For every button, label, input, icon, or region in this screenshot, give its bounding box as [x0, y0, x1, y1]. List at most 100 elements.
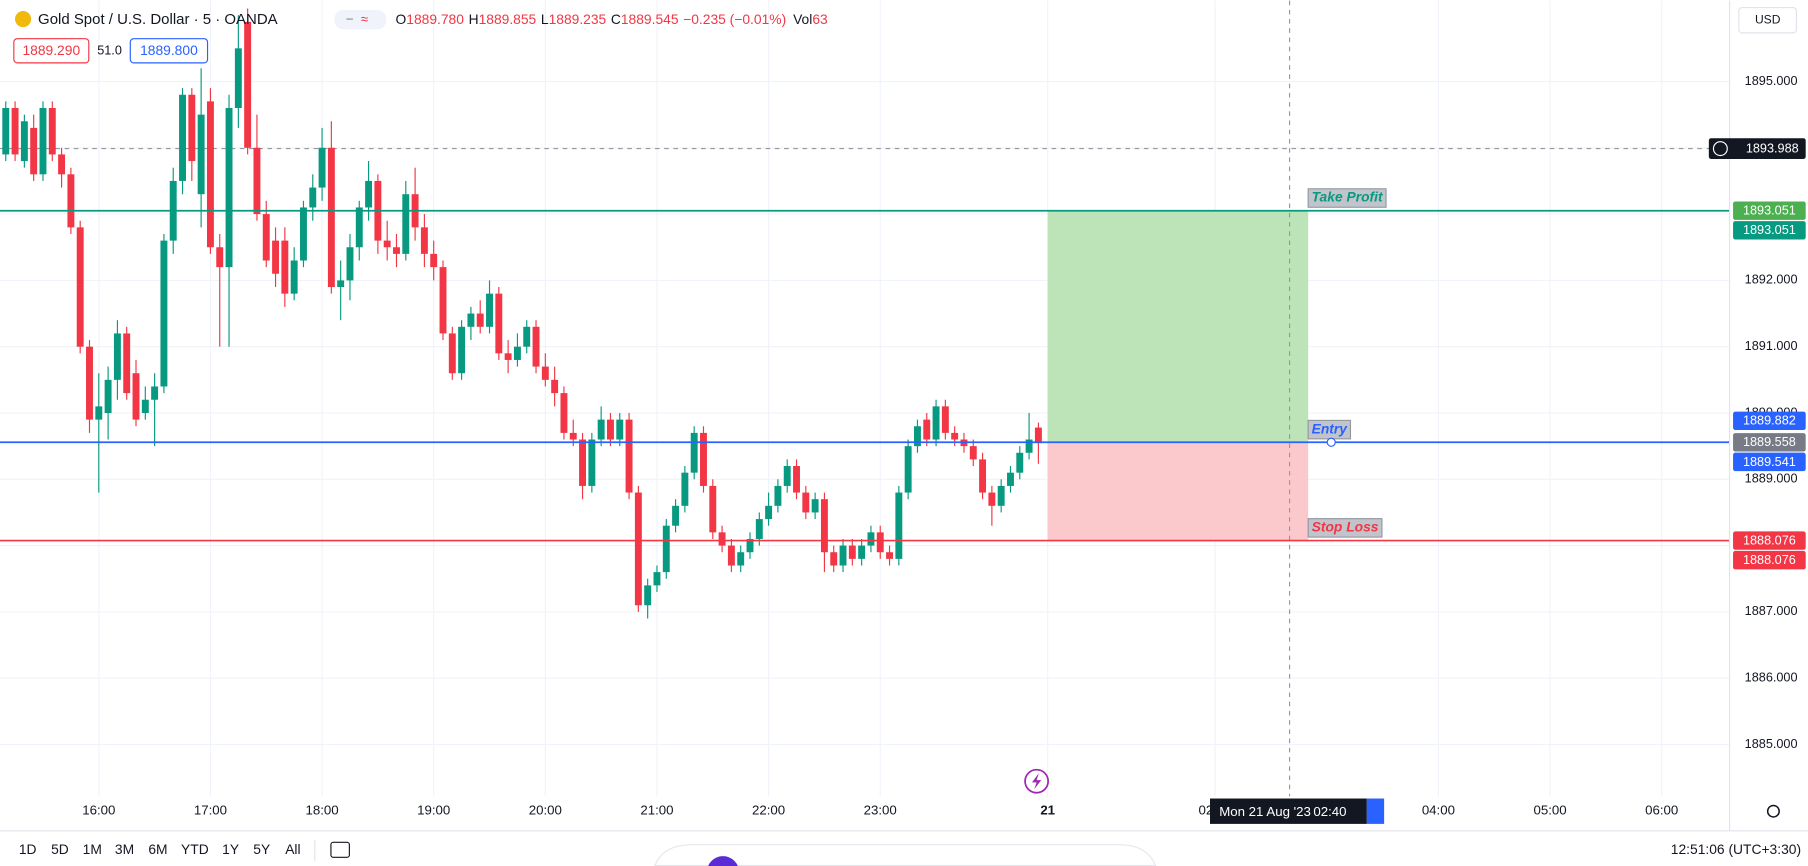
candle-body: [458, 326, 466, 374]
candle-body: [365, 180, 373, 208]
timeframe-button[interactable]: 5Y: [253, 841, 270, 857]
price-tag-label: 1888.076: [1743, 553, 1796, 567]
candle-body: [634, 492, 642, 606]
price-tag: [1733, 201, 1806, 220]
timeframe-button[interactable]: 1D: [19, 841, 37, 857]
candle-body: [48, 108, 56, 155]
crosshair-price-label: 1893.988: [1746, 142, 1799, 156]
status-pill[interactable]: [334, 9, 387, 30]
candle-body: [979, 459, 987, 493]
ohlc-label: H: [469, 11, 479, 27]
plot-area: Take Profit Entry Stop Loss: [0, 0, 1730, 797]
candle-body: [67, 174, 75, 228]
timeframe-button[interactable]: All: [285, 841, 300, 857]
spread: 51.0: [97, 44, 122, 58]
level-label: Take Profit: [1312, 189, 1384, 205]
settings-icon[interactable]: [1766, 804, 1780, 818]
candle-body: [951, 432, 959, 440]
crosshair-time: 02:40: [1313, 804, 1346, 819]
candle-body: [104, 379, 112, 413]
currency-button[interactable]: [1738, 6, 1798, 34]
candle-body: [448, 333, 456, 374]
candle-body: [997, 485, 1005, 506]
price-tag: [1733, 550, 1806, 570]
loss-zone: [1047, 442, 1309, 541]
candle-body: [262, 214, 270, 261]
candle-body: [700, 432, 707, 486]
crosshair-price-tag: [1708, 138, 1806, 159]
candle-body: [560, 393, 568, 433]
candle-body: [346, 247, 354, 281]
candle-body: [904, 446, 912, 493]
buy-button[interactable]: [129, 38, 209, 64]
candle-body: [467, 313, 475, 327]
x-tick-label: 21: [1040, 803, 1055, 818]
candle-body: [895, 492, 903, 559]
candle-body: [532, 326, 540, 367]
ohlc-value: 1889.855: [479, 11, 537, 27]
price-tag: [1733, 221, 1806, 240]
candle-body: [1007, 472, 1014, 486]
x-tick-label: 23:00: [864, 803, 897, 818]
candle-body: [755, 519, 763, 539]
toolbar: 1D 5D 1M 3M 6M YTD 1Y 5Y All: [19, 841, 301, 857]
candle-body: [913, 426, 921, 447]
candle-body: [355, 207, 363, 248]
candle-body: [969, 446, 977, 460]
candle-body: [802, 492, 810, 513]
candle-body: [141, 399, 149, 413]
x-tick-label: 06:00: [1645, 803, 1678, 818]
candle-body: [579, 439, 587, 486]
candle-body: [597, 419, 605, 440]
overlay-globe: [708, 856, 738, 866]
candle-body: [188, 94, 196, 162]
candle-body: [253, 147, 261, 215]
candle-body: [1034, 427, 1042, 444]
candle-body: [765, 505, 773, 520]
timeframe-button[interactable]: YTD: [181, 841, 209, 857]
x-tick-label: 19:00: [417, 803, 450, 818]
candle-body: [523, 326, 531, 347]
candle-body: [393, 247, 400, 254]
crosshair-time-box: [1210, 798, 1367, 824]
candle-body: [625, 419, 633, 493]
candle-body: [197, 114, 205, 195]
candle-body: [932, 406, 940, 440]
candle-body: [504, 353, 512, 360]
ohlc-label: C: [611, 11, 621, 27]
candle-body: [839, 545, 847, 566]
candle-body: [402, 194, 410, 254]
candle-body: [439, 267, 447, 334]
candle-body: [318, 147, 326, 188]
candle-body: [2, 108, 10, 155]
volume-value: 63: [812, 11, 828, 27]
candle-body: [588, 439, 596, 486]
candle-body: [923, 419, 931, 440]
date-range-icon[interactable]: [330, 841, 350, 858]
timeframe-button[interactable]: 1Y: [222, 841, 239, 857]
sell-button[interactable]: [13, 38, 90, 64]
candle-body: [681, 472, 689, 506]
candle-body: [420, 227, 428, 254]
add-alert-icon[interactable]: [1712, 141, 1728, 157]
candle-body: [281, 240, 289, 294]
timeframe-button[interactable]: 3M: [115, 841, 134, 857]
timeframe-button[interactable]: 6M: [148, 841, 167, 857]
symbol-title[interactable]: Gold Spot / U.S. Dollar · 5 · OANDA: [38, 11, 278, 28]
y-tick-label: 1886.000: [1745, 671, 1798, 685]
candle-body: [476, 313, 484, 327]
ohlc-value: 1889.235: [549, 11, 607, 27]
entry-handle: [1326, 437, 1336, 447]
candle-body: [76, 227, 84, 347]
timeframe-button[interactable]: 1M: [83, 841, 102, 857]
ohlc-value: 1889.545: [621, 11, 679, 27]
candle-body: [132, 373, 140, 420]
candle-body: [811, 499, 819, 513]
timeframe-button[interactable]: 5D: [51, 841, 69, 857]
candle-body: [569, 432, 577, 440]
price-tag-label: 1889.541: [1743, 455, 1796, 469]
candle-body: [39, 108, 47, 175]
